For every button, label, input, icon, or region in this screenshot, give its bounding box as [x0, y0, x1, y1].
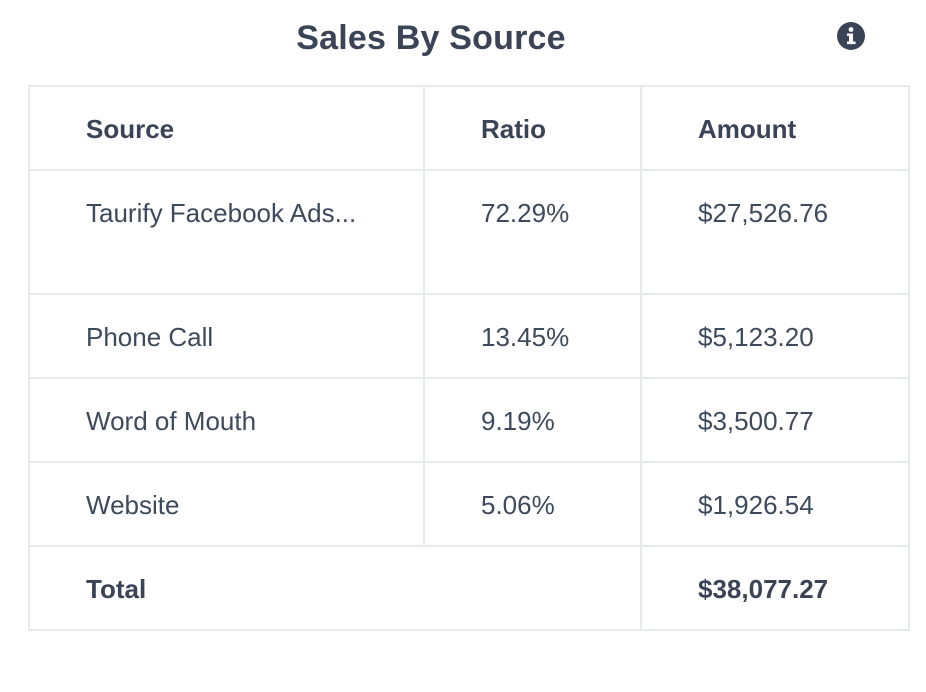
column-header-amount: Amount	[640, 85, 910, 171]
source-cell: Website	[28, 461, 425, 547]
ratio-cell: 13.45%	[423, 293, 642, 379]
source-cell: Taurify Facebook Ads...	[28, 169, 425, 295]
column-header-ratio: Ratio	[423, 85, 642, 171]
total-amount: $38,077.27	[640, 545, 910, 631]
table-row: Phone Call 13.45% $5,123.20	[28, 293, 910, 379]
ratio-cell: 72.29%	[423, 169, 642, 295]
ratio-cell: 9.19%	[423, 377, 642, 463]
amount-cell: $27,526.76	[640, 169, 910, 295]
info-icon[interactable]	[836, 21, 866, 51]
amount-cell: $5,123.20	[640, 293, 910, 379]
table-row: Word of Mouth 9.19% $3,500.77	[28, 377, 910, 463]
table-header-row: Source Ratio Amount	[28, 85, 910, 171]
table-row: Website 5.06% $1,926.54	[28, 461, 910, 547]
widget-title: Sales By Source	[296, 19, 566, 57]
source-cell: Phone Call	[28, 293, 425, 379]
sales-by-source-table: Source Ratio Amount Taurify Facebook Ads…	[28, 85, 910, 631]
total-label: Total	[28, 545, 642, 631]
source-cell: Word of Mouth	[28, 377, 425, 463]
amount-cell: $3,500.77	[640, 377, 910, 463]
amount-cell: $1,926.54	[640, 461, 910, 547]
column-header-source: Source	[28, 85, 425, 171]
ratio-cell: 5.06%	[423, 461, 642, 547]
table-row: Taurify Facebook Ads... 72.29% $27,526.7…	[28, 169, 910, 295]
total-row: Total $38,077.27	[28, 545, 910, 631]
